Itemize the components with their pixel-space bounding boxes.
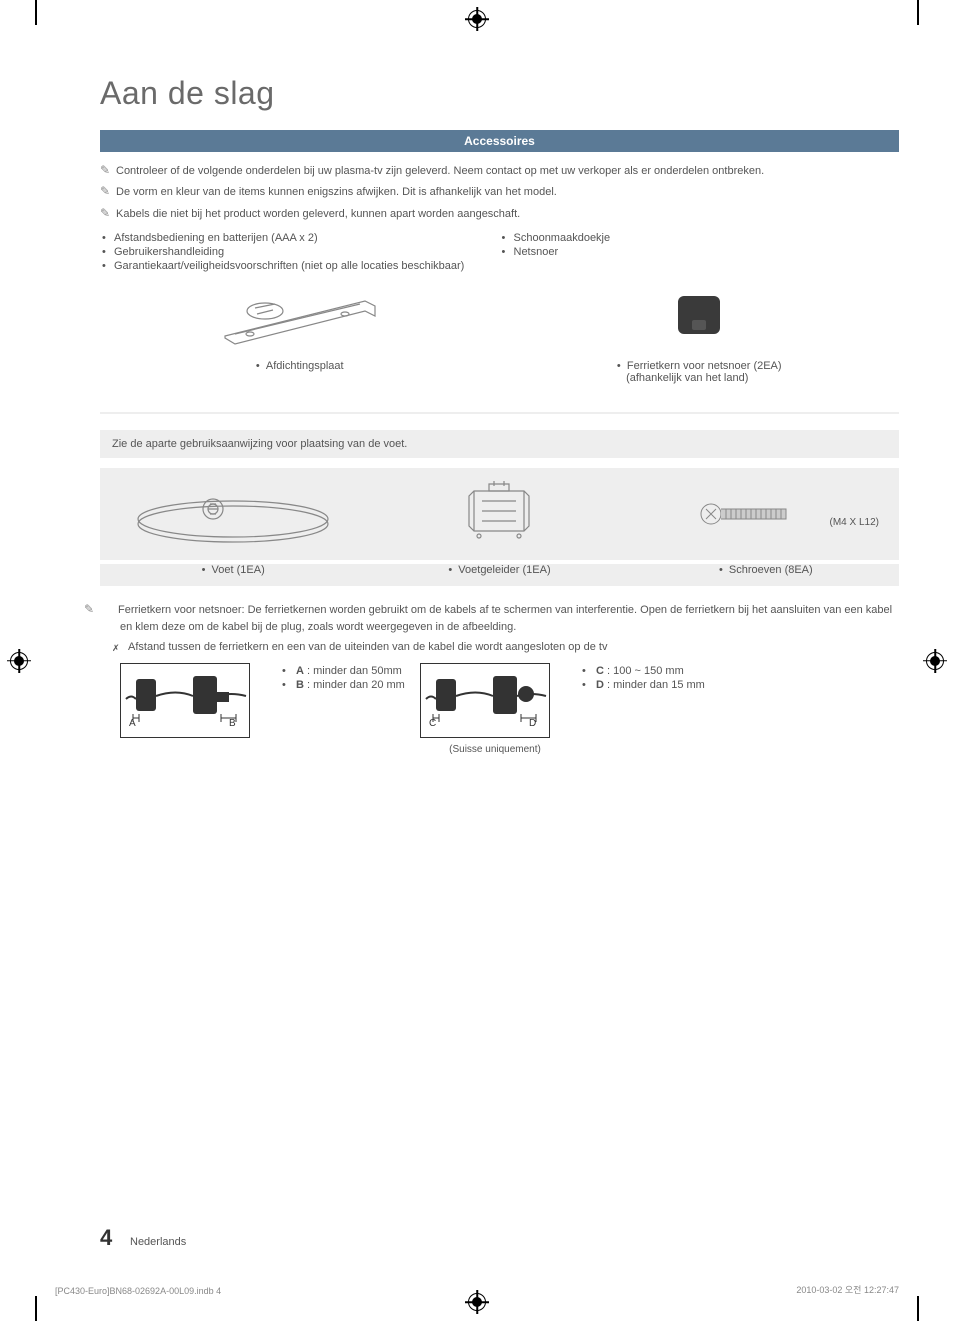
stand-instruction-box: Zie de aparte gebruiksaanwijzing voor pl…: [100, 430, 899, 458]
page-language: Nederlands: [130, 1236, 186, 1248]
svg-text:D: D: [529, 718, 536, 729]
screws-image: (M4 X L12): [633, 489, 899, 544]
note-text: Controleer of de volgende onderdelen bij…: [116, 165, 764, 177]
suisse-label: (Suisse uniquement): [420, 744, 570, 755]
ferrite-caption: • Ferrietkern voor netsnoer (2EA) (afhan…: [500, 360, 900, 384]
spec-cd-list: C : 100 ~ 150 mm D : minder dan 15 mm: [570, 663, 899, 755]
ferrite-diagram-cd: C D (Suisse uniquement): [420, 663, 570, 755]
ferrite-note: ✎Ferrietkern voor netsnoer: De ferrietke…: [100, 600, 899, 635]
accessory-images-row: [100, 286, 899, 356]
spec-b: B : minder dan 20 mm: [282, 679, 420, 691]
spec-a: A : minder dan 50mm: [282, 665, 420, 677]
accessories-list: Afstandsbediening en batterijen (AAA x 2…: [100, 230, 899, 274]
page-title: Aan de slag: [100, 75, 899, 112]
note-line: ✎Kabels die niet bij het product worden …: [100, 205, 899, 222]
screws-caption: • Schroeven (8EA): [633, 564, 899, 576]
ferrite-core-image: [500, 286, 900, 356]
note-text: De vorm en kleur van de items kunnen eni…: [116, 186, 557, 198]
footer-timestamp: 2010-03-02 오전 12:27:47: [796, 1283, 899, 1296]
svg-text:B: B: [229, 718, 236, 729]
crop-mark: [917, 0, 919, 25]
ferrite-diagram-ab: A B: [120, 663, 270, 755]
spec-d-label: D: [596, 679, 604, 691]
registration-mark: [468, 1293, 486, 1311]
registration-mark: [926, 652, 944, 670]
accessory-item: Gebruikershandleiding: [100, 246, 500, 258]
stand-base-image: [100, 479, 366, 554]
section-header-accessories: Accessoires: [100, 130, 899, 152]
note-icon: ✎: [100, 205, 114, 222]
note-line: ✎De vorm en kleur van de items kunnen en…: [100, 183, 899, 200]
stand-guide-caption: • Voetgeleider (1EA): [366, 564, 632, 576]
crop-mark: [35, 0, 37, 25]
accessories-left-col: Afstandsbediening en batterijen (AAA x 2…: [100, 230, 500, 274]
caption-text: Voet (1EA): [212, 564, 265, 576]
caption-text: Afdichtingsplaat: [266, 360, 344, 372]
stand-guide-image: [366, 476, 632, 556]
spec-b-label: B: [296, 679, 304, 691]
screw-spec-label: (M4 X L12): [830, 517, 879, 528]
registration-mark: [468, 10, 486, 28]
spec-d-text: : minder dan 15 mm: [604, 679, 705, 691]
spec-a-label: A: [296, 665, 304, 677]
accessory-item: Garantiekaart/veiligheidsvoorschriften (…: [100, 260, 500, 272]
accessory-item: Netsnoer: [500, 246, 900, 258]
spec-c-text: : 100 ~ 150 mm: [604, 665, 684, 677]
stand-base-caption: • Voet (1EA): [100, 564, 366, 576]
page-content: Aan de slag Accessoires ✎Controleer of d…: [100, 75, 899, 1261]
caption-text: Schroeven (8EA): [729, 564, 813, 576]
blanking-plate-caption: • Afdichtingsplaat: [100, 360, 500, 384]
accessories-right-col: Schoonmaakdoekje Netsnoer: [500, 230, 900, 274]
caption-text: Voetgeleider (1EA): [458, 564, 550, 576]
footer-filename: [PC430-Euro]BN68-02692A-00L09.indb 4: [55, 1286, 221, 1296]
spec-b-text: : minder dan 20 mm: [304, 679, 405, 691]
ferrite-note-text: Ferrietkern voor netsnoer: De ferrietker…: [118, 604, 892, 633]
note-text: Kabels die niet bij het product worden g…: [116, 208, 520, 220]
accessory-item: Schoonmaakdoekje: [500, 232, 900, 244]
stand-captions-row: • Voet (1EA) • Voetgeleider (1EA) • Schr…: [100, 564, 899, 586]
note-line: ✎Controleer of de volgende onderdelen bi…: [100, 162, 899, 179]
spec-ab-list: A : minder dan 50mm B : minder dan 20 mm: [270, 663, 420, 755]
spec-c-label: C: [596, 665, 604, 677]
blanking-plate-image: [100, 286, 500, 356]
page-number: 4: [100, 1225, 112, 1251]
accessory-item: Afstandsbediening en batterijen (AAA x 2…: [100, 232, 500, 244]
ferrite-sub-note: Afstand tussen de ferrietkern en een van…: [128, 641, 899, 653]
registration-mark: [10, 652, 28, 670]
divider: [100, 412, 899, 414]
crop-mark: [917, 1296, 919, 1321]
caption-text: Ferrietkern voor netsnoer (2EA): [627, 360, 782, 372]
ferrite-detail-row: A B A : minder dan 50mm B : minder dan 2…: [100, 663, 899, 755]
spec-d: D : minder dan 15 mm: [582, 679, 899, 691]
stand-images-row: (M4 X L12): [100, 468, 899, 560]
caption-sub: (afhankelijk van het land): [626, 372, 748, 384]
spec-a-text: : minder dan 50mm: [304, 665, 402, 677]
note-icon: ✎: [100, 162, 114, 179]
note-icon: ✎: [100, 183, 114, 200]
accessory-captions-row: • Afdichtingsplaat • Ferrietkern voor ne…: [100, 360, 899, 384]
spec-c: C : 100 ~ 150 mm: [582, 665, 899, 677]
note-icon: ✎: [102, 600, 116, 618]
crop-mark: [35, 1296, 37, 1321]
